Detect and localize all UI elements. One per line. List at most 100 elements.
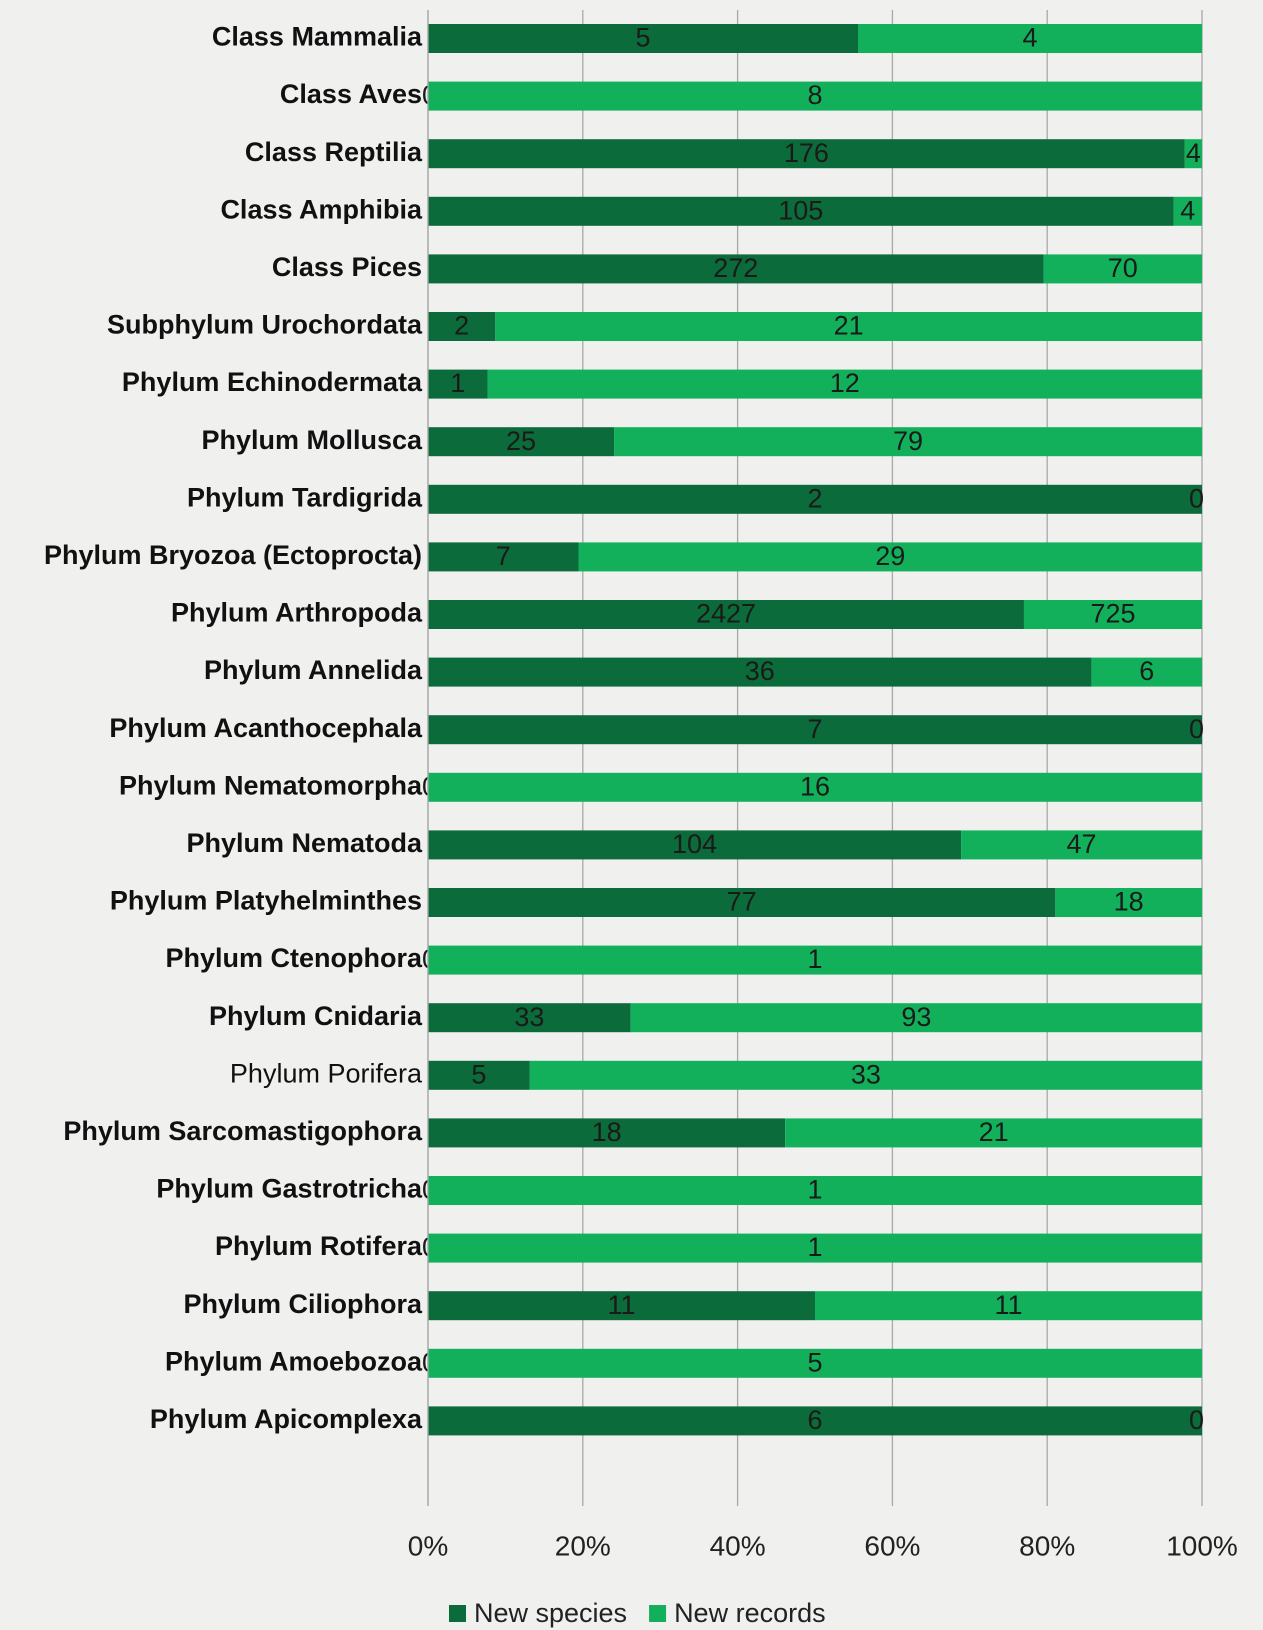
data-label: 8 [807, 80, 822, 110]
bar-segment [1091, 657, 1202, 687]
data-label: 93 [901, 1002, 931, 1032]
legend-swatch [649, 1605, 667, 1622]
bar-segment [428, 715, 1202, 745]
data-label: 7 [807, 714, 822, 744]
data-label: 0 [1189, 714, 1204, 744]
bar-segment [614, 427, 1202, 457]
bar-segment [428, 196, 1174, 226]
x-tick-label: 100% [1166, 1530, 1238, 1561]
category-label: Phylum Tardigrida [187, 482, 423, 512]
data-label: 18 [592, 1117, 622, 1147]
category-label: Class Aves [280, 79, 422, 109]
category-label: Phylum Porifera [230, 1058, 423, 1088]
category-label: Phylum Ciliophora [183, 1289, 423, 1319]
data-label: 16 [800, 771, 830, 801]
data-label: 725 [1090, 599, 1135, 629]
bar-segment [428, 1118, 786, 1148]
data-label: 25 [506, 426, 536, 456]
bar-segment [428, 1291, 815, 1321]
bar-segment [487, 369, 1202, 399]
bar-segment [428, 139, 1185, 169]
bar-segment [529, 1060, 1202, 1090]
data-label: 1 [450, 368, 465, 398]
bar-segment [495, 312, 1203, 341]
bar-segment [961, 830, 1202, 860]
legend-swatch [449, 1605, 466, 1622]
data-label: 0 [1189, 1405, 1204, 1435]
category-label: Phylum Bryozoa (Ectoprocta) [44, 540, 422, 570]
bar-segment [428, 1060, 530, 1090]
x-tick-label: 20% [555, 1530, 611, 1561]
bar-segment [428, 657, 1092, 687]
bar-segment [785, 1118, 1202, 1148]
data-label: 21 [979, 1117, 1009, 1147]
category-label: Phylum Sarcomastigophora [63, 1116, 423, 1146]
data-label: 272 [713, 253, 758, 283]
data-label: 33 [851, 1059, 881, 1089]
bar-segment [428, 945, 1202, 975]
bar-segment [428, 772, 1202, 802]
data-label: 1 [807, 1232, 822, 1262]
category-label: Class Reptilia [245, 137, 423, 167]
data-label: 176 [784, 138, 829, 168]
data-label: 5 [471, 1059, 486, 1089]
category-label: Phylum Rotifera [215, 1231, 423, 1261]
data-label: 2 [454, 311, 469, 341]
x-tick-label: 40% [710, 1530, 766, 1561]
category-label: Phylum Gastrotricha [156, 1174, 423, 1204]
data-label: 5 [807, 1347, 822, 1377]
data-label: 5 [635, 23, 650, 53]
bar-segment [1023, 600, 1202, 629]
category-label: Phylum Ctenophora [165, 943, 422, 973]
bar-segment [630, 1003, 1202, 1033]
bar-segment [428, 427, 615, 457]
data-label: 2427 [696, 599, 756, 629]
x-tick-label: 0% [408, 1530, 448, 1561]
data-label: 18 [1114, 887, 1144, 917]
data-label: 36 [745, 656, 775, 686]
category-label: Class Amphibia [220, 194, 423, 224]
x-tick-label: 80% [1019, 1530, 1075, 1561]
category-label: Phylum Nematomorpha [119, 770, 423, 800]
bar-segment [428, 312, 496, 341]
data-label: 79 [893, 426, 923, 456]
bar-segment [1043, 254, 1202, 284]
bar-segment [1184, 139, 1202, 169]
data-label: 6 [807, 1405, 822, 1435]
data-label: 2 [807, 483, 822, 513]
bar-segment [428, 24, 858, 53]
bar-segment [428, 1406, 1202, 1436]
data-label: 1 [807, 1175, 822, 1205]
bar-segment [815, 1291, 1202, 1321]
category-label: Phylum Apicomplexa [150, 1404, 423, 1434]
data-label: 21 [834, 311, 864, 341]
data-label: 29 [875, 541, 905, 571]
bar-segment [428, 1176, 1202, 1205]
data-label: 0 [1189, 483, 1204, 513]
bar-segment [428, 1348, 1202, 1378]
data-label: 11 [607, 1290, 635, 1320]
data-label: 11 [994, 1290, 1022, 1320]
bar-segment [428, 484, 1202, 514]
data-label: 77 [727, 887, 757, 917]
data-label: 6 [1139, 656, 1154, 686]
data-label: 4 [1180, 195, 1195, 225]
category-label: Phylum Mollusca [201, 425, 423, 455]
category-label: Class Pices [272, 252, 422, 282]
data-label: 105 [778, 195, 823, 225]
category-label: Phylum Arthropoda [171, 598, 423, 628]
data-label: 47 [1067, 829, 1097, 859]
category-label: Phylum Acanthocephala [109, 713, 423, 743]
category-label: Phylum Cnidaria [209, 1001, 423, 1031]
bar-segment [428, 830, 962, 860]
legend-label: New records [674, 1598, 826, 1628]
bar-segment [1173, 196, 1202, 226]
data-label: 33 [514, 1002, 544, 1032]
data-label: 4 [1186, 138, 1201, 168]
category-label: Phylum Echinodermata [122, 367, 423, 397]
bar-segment [428, 600, 1024, 629]
bar-segment [428, 81, 1202, 111]
category-label: Phylum Annelida [204, 655, 423, 685]
